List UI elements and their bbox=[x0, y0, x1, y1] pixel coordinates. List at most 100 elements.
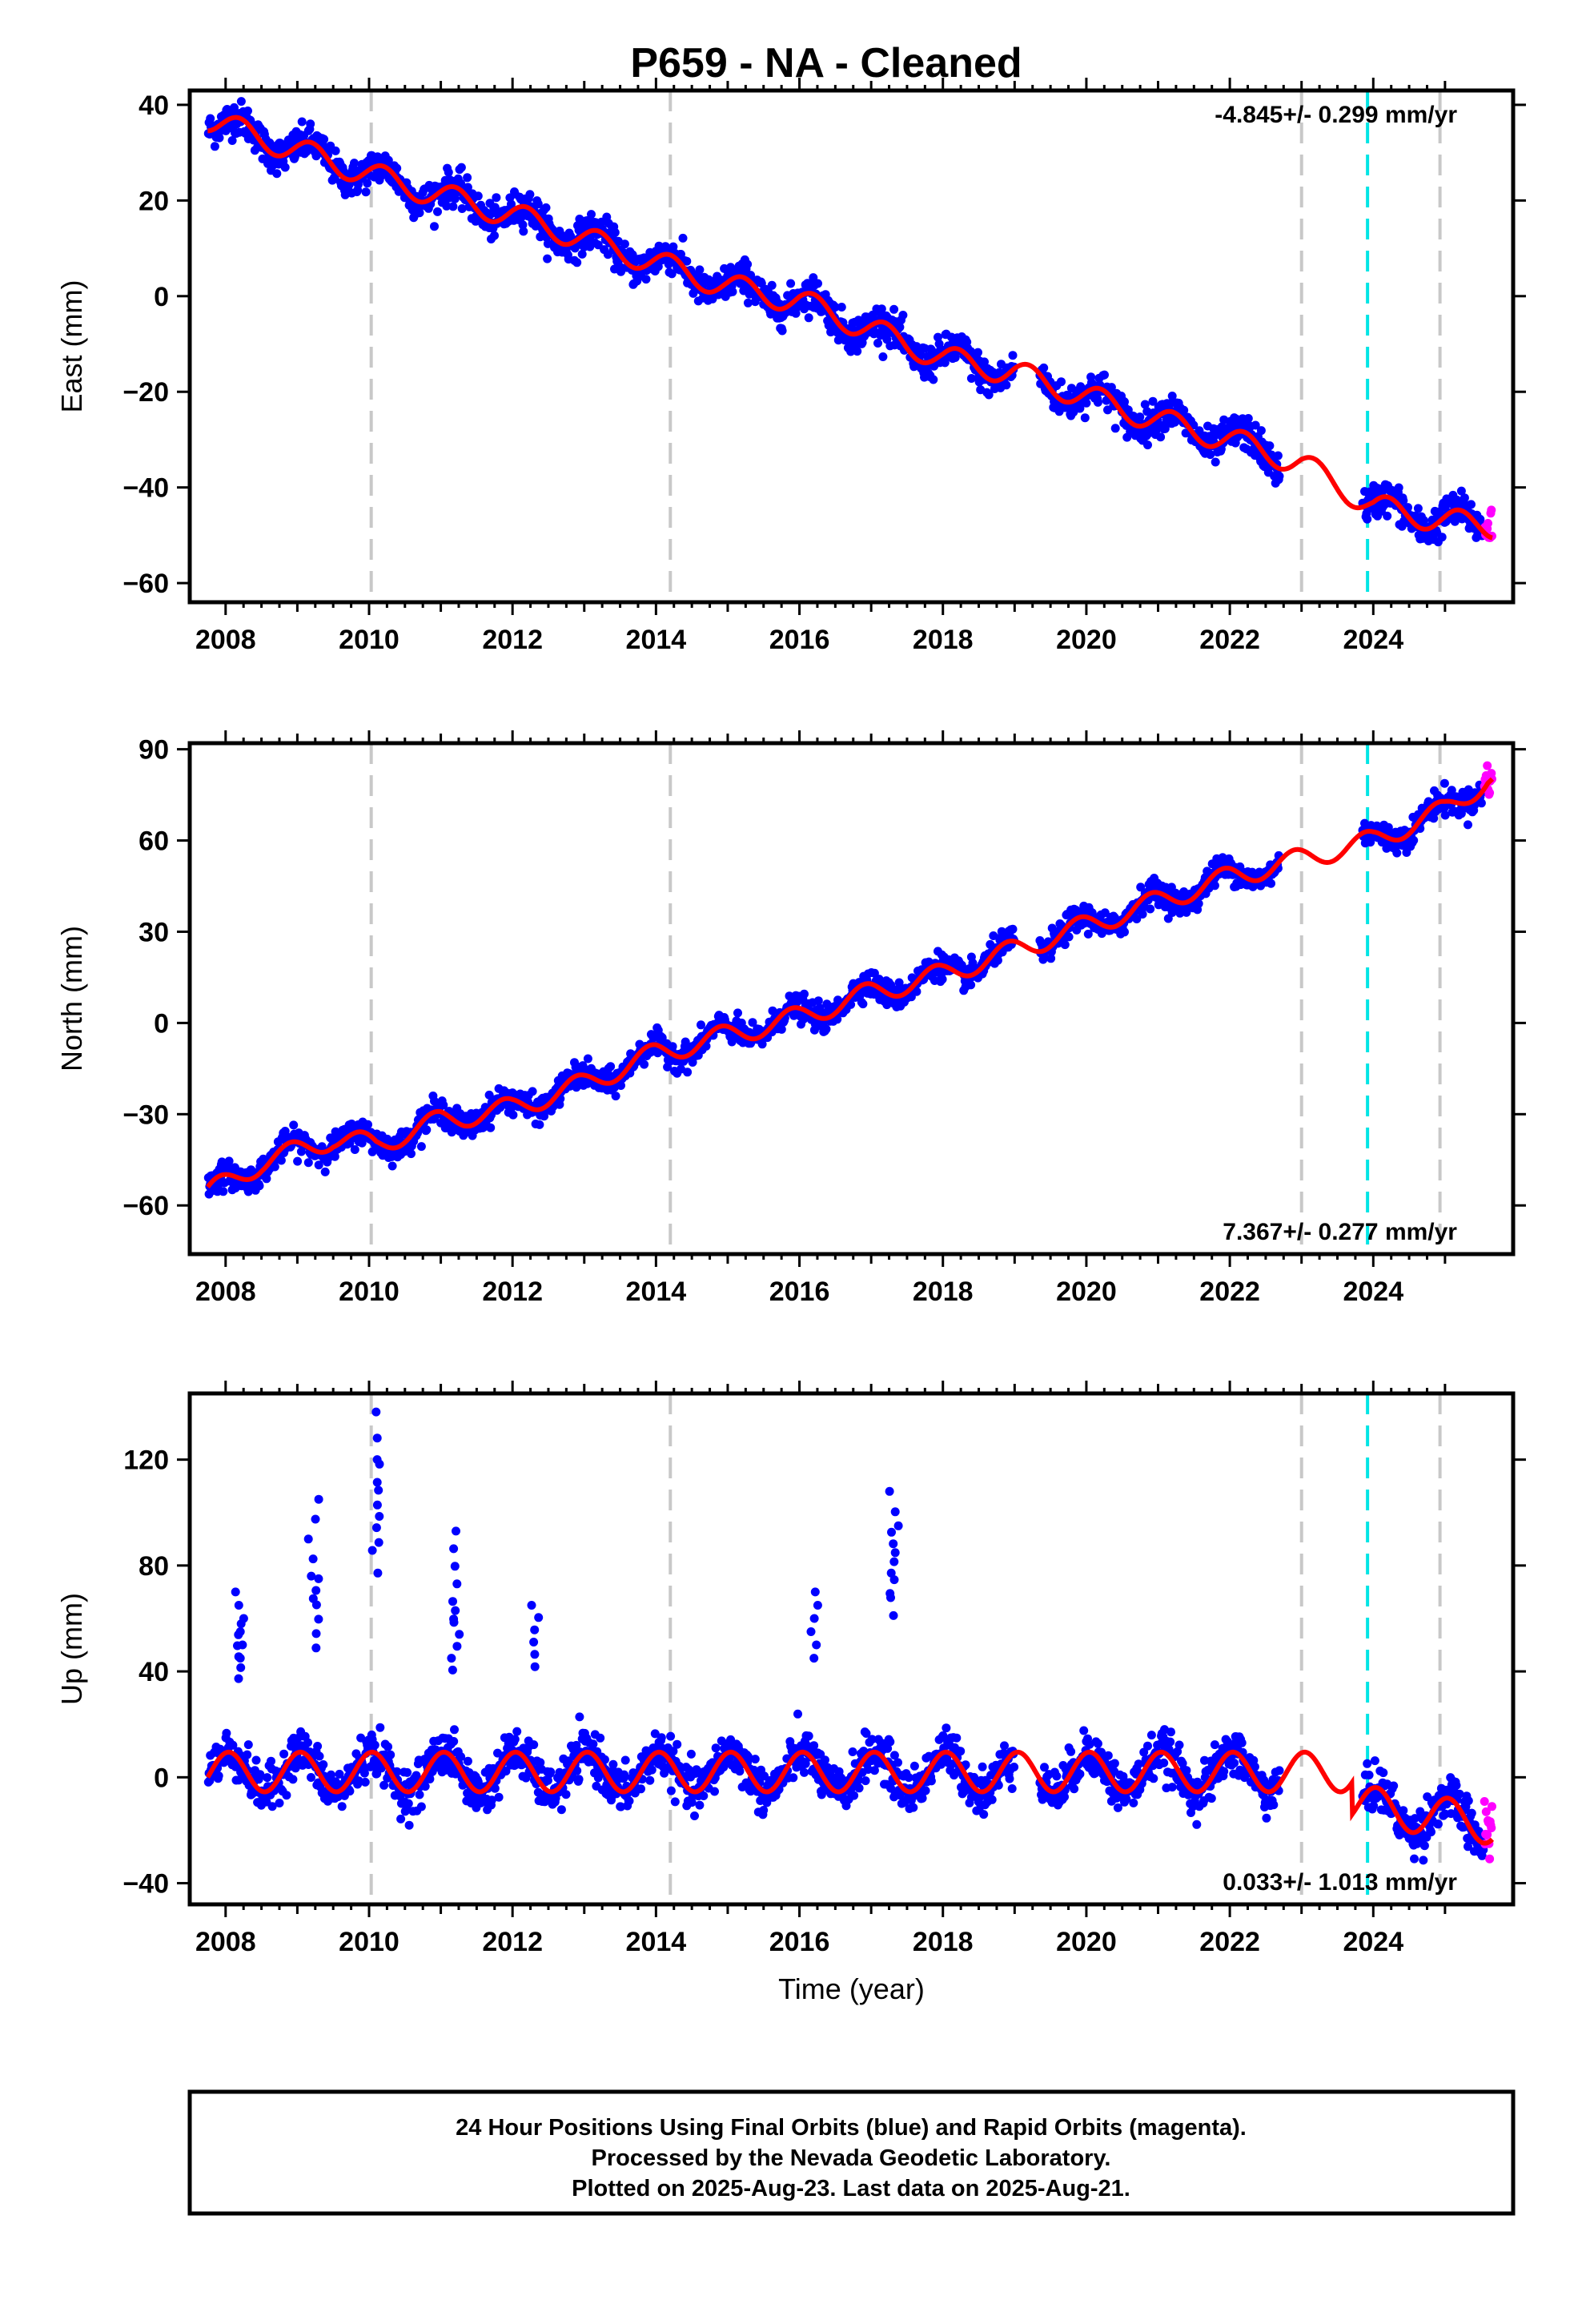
data-point bbox=[1075, 404, 1085, 413]
data-point bbox=[345, 1139, 355, 1148]
data-point bbox=[416, 1142, 426, 1152]
data-point bbox=[690, 1811, 699, 1820]
data-point bbox=[403, 1767, 412, 1777]
data-point bbox=[1251, 420, 1260, 430]
data-point bbox=[528, 1087, 537, 1096]
data-point bbox=[227, 136, 237, 145]
data-point bbox=[711, 1743, 721, 1753]
data-point bbox=[789, 1773, 798, 1783]
data-point bbox=[210, 142, 219, 151]
data-point bbox=[1093, 397, 1102, 407]
chart-title: P659 - NA - Cleaned bbox=[630, 40, 1022, 86]
data-point bbox=[330, 1152, 339, 1161]
data-point bbox=[420, 1782, 430, 1791]
data-point bbox=[243, 107, 252, 115]
data-point bbox=[833, 336, 843, 345]
data-point bbox=[306, 119, 315, 129]
data-point bbox=[243, 1740, 253, 1750]
data-point bbox=[456, 163, 466, 172]
data-point bbox=[307, 1773, 315, 1782]
y-tick-label: −60 bbox=[122, 1191, 169, 1221]
model-curve bbox=[207, 115, 1493, 541]
data-point bbox=[508, 1110, 518, 1120]
data-point bbox=[331, 146, 340, 155]
data-point bbox=[255, 1181, 264, 1191]
data-point bbox=[608, 1759, 618, 1769]
data-point bbox=[363, 1120, 372, 1129]
data-point bbox=[1211, 457, 1220, 467]
data-point bbox=[1464, 820, 1472, 830]
data-point bbox=[490, 231, 499, 240]
data-point bbox=[683, 1068, 693, 1077]
plot-area bbox=[203, 1393, 1496, 1904]
y-tick-label: −40 bbox=[122, 473, 169, 504]
data-point bbox=[974, 348, 982, 357]
data-point bbox=[448, 202, 458, 211]
velocity-rate-label: 7.367+/- 0.277 mm/yr bbox=[1223, 1219, 1457, 1245]
data-point bbox=[442, 201, 452, 211]
data-point bbox=[361, 187, 371, 197]
data-point bbox=[510, 1735, 520, 1744]
data-point bbox=[1456, 486, 1466, 496]
data-point bbox=[950, 353, 960, 362]
data-point bbox=[350, 159, 359, 168]
data-point bbox=[821, 1024, 831, 1034]
data-point bbox=[297, 117, 307, 127]
x-tick-label: 2016 bbox=[769, 625, 830, 655]
data-point bbox=[1156, 432, 1166, 442]
data-point bbox=[1256, 426, 1266, 436]
data-point bbox=[439, 1100, 448, 1110]
data-point bbox=[337, 1802, 347, 1811]
plot-area bbox=[203, 90, 1496, 602]
data-point bbox=[1136, 883, 1146, 892]
data-point bbox=[219, 1187, 228, 1196]
data-point bbox=[224, 1156, 234, 1166]
x-tick-label: 2014 bbox=[626, 625, 687, 655]
data-point bbox=[746, 271, 756, 280]
data-point bbox=[370, 1740, 379, 1750]
data-point bbox=[449, 1737, 459, 1746]
data-point bbox=[1100, 370, 1109, 380]
x-tick-label: 2008 bbox=[195, 1277, 256, 1307]
data-point bbox=[1467, 500, 1476, 509]
data-point bbox=[640, 1059, 649, 1069]
data-point bbox=[1148, 396, 1158, 406]
data-point bbox=[710, 1787, 719, 1796]
data-point bbox=[1179, 405, 1189, 415]
data-point bbox=[1210, 881, 1219, 891]
data-point bbox=[929, 375, 938, 384]
data-point bbox=[898, 311, 908, 320]
data-point bbox=[574, 1775, 584, 1784]
data-point bbox=[314, 1160, 323, 1170]
data-point bbox=[1399, 496, 1408, 505]
data-point bbox=[786, 279, 796, 288]
data-point bbox=[610, 227, 620, 237]
data-point bbox=[230, 103, 239, 112]
data-point bbox=[846, 999, 856, 1009]
data-point bbox=[473, 191, 483, 201]
data-point bbox=[276, 1156, 286, 1165]
data-point bbox=[404, 1799, 413, 1808]
data-point bbox=[303, 1738, 312, 1747]
data-point bbox=[588, 1739, 598, 1749]
final-orbit-points bbox=[203, 1407, 1489, 1865]
data-point bbox=[243, 1750, 252, 1759]
data-point bbox=[1476, 798, 1486, 808]
data-point bbox=[280, 163, 290, 172]
data-point bbox=[673, 1739, 682, 1749]
data-point bbox=[383, 1742, 392, 1751]
data-point bbox=[701, 1041, 711, 1051]
data-point bbox=[1132, 915, 1142, 923]
data-point bbox=[1110, 424, 1120, 433]
data-point bbox=[345, 1787, 355, 1796]
data-point bbox=[1097, 929, 1106, 939]
data-point bbox=[699, 1791, 709, 1800]
data-point bbox=[1140, 400, 1150, 409]
data-point bbox=[583, 1054, 592, 1063]
data-point bbox=[541, 203, 551, 212]
data-point bbox=[624, 1796, 634, 1806]
data-point bbox=[572, 258, 582, 267]
data-point bbox=[275, 1799, 284, 1807]
y-tick-label: 60 bbox=[139, 826, 169, 857]
data-point bbox=[1243, 414, 1253, 423]
